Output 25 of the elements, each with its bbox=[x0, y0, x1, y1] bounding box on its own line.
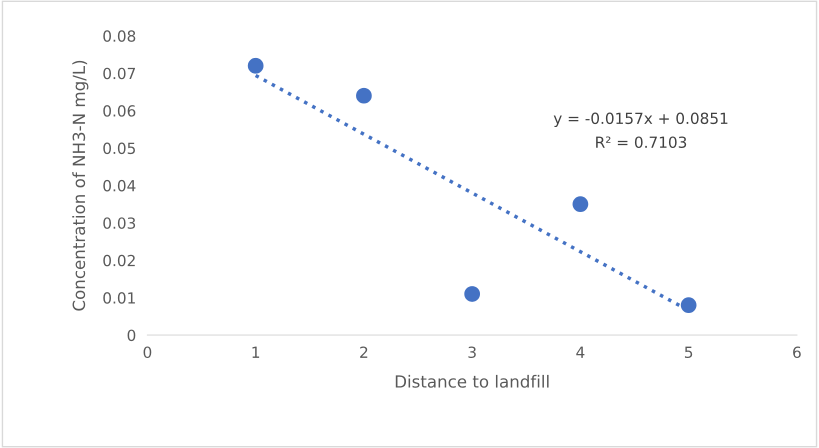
y-tick-label: 0 bbox=[128, 330, 136, 342]
x-tick-label: 5 bbox=[684, 346, 692, 358]
x-tick-label: 1 bbox=[252, 346, 260, 358]
y-tick-label: 0.07 bbox=[103, 68, 136, 80]
y-axis-title: Concentration of NH3-N mg/L) bbox=[72, 60, 88, 311]
x-tick-label: 6 bbox=[793, 346, 801, 358]
x-tick-label: 3 bbox=[468, 346, 476, 358]
y-tick-label: 0.01 bbox=[103, 292, 135, 304]
y-tick-label: 0.04 bbox=[103, 180, 136, 192]
point bbox=[356, 88, 372, 104]
y-tick-label: 0.05 bbox=[103, 142, 135, 154]
y-tick-label: 0.03 bbox=[103, 217, 136, 229]
y-tick-label: 0.02 bbox=[103, 254, 135, 266]
x-tick-label: 0 bbox=[144, 346, 152, 358]
point bbox=[248, 58, 264, 74]
annotation: R² = 0.7103 bbox=[596, 136, 686, 148]
point bbox=[680, 297, 697, 314]
x-tick-label: 4 bbox=[576, 346, 584, 358]
annotation: y = -0.0157x + 0.0851 bbox=[554, 112, 728, 128]
y-tick-label: 0.08 bbox=[103, 30, 136, 42]
x-axis-title: Distance to landfill bbox=[396, 374, 549, 388]
y-tick-label: 0.06 bbox=[103, 105, 136, 117]
x-tick-label: 2 bbox=[360, 346, 368, 358]
point bbox=[572, 196, 588, 212]
point bbox=[464, 286, 480, 302]
